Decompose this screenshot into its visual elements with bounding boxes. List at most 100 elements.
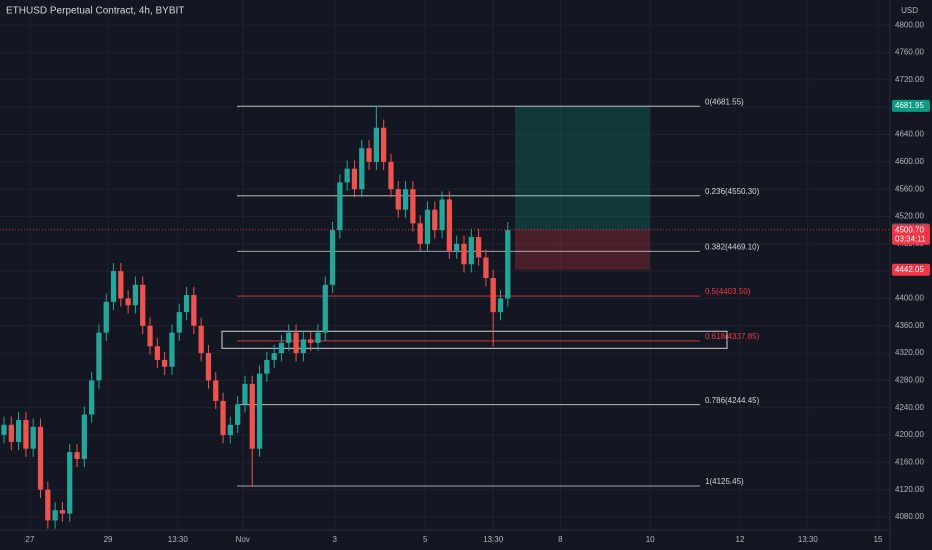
- candle-body: [176, 312, 182, 333]
- price-tag: [892, 99, 930, 112]
- candle-body: [249, 383, 255, 449]
- candle-body: [454, 243, 460, 251]
- x-tick-label: Nov: [236, 535, 250, 544]
- y-tick-label: 4520.00: [895, 212, 924, 221]
- x-tick-label: 29: [104, 535, 113, 544]
- candle-body: [439, 199, 445, 231]
- candle-body: [110, 271, 117, 302]
- candle-body: [490, 277, 496, 313]
- y-tick-label: 4080.00: [895, 512, 924, 521]
- candle-body: [96, 332, 102, 381]
- x-tick-label: 8: [558, 535, 563, 544]
- candle-body: [402, 189, 409, 210]
- y-tick-label: 4800.00: [895, 20, 924, 29]
- fib-label: 0(4681.55): [705, 97, 744, 106]
- candle-body: [227, 424, 233, 436]
- position-profit: [515, 105, 650, 230]
- candle-body: [74, 452, 80, 459]
- candle-body: [264, 359, 270, 374]
- candle-body: [242, 383, 248, 405]
- zone: [221, 330, 728, 349]
- y-tick-label: 4640.00: [895, 130, 924, 139]
- x-tick-label: 13:30: [483, 535, 504, 544]
- candle-body: [381, 127, 387, 162]
- position-loss: [515, 229, 650, 270]
- fib-label: 1(4125.45): [705, 477, 744, 486]
- candle-body: [315, 332, 321, 343]
- candle-body: [213, 380, 219, 401]
- candle-body: [37, 426, 44, 490]
- candle-body: [132, 284, 139, 306]
- candle-body: [220, 400, 226, 436]
- candle-body: [410, 189, 416, 224]
- price-tag: [892, 263, 930, 276]
- candle-body: [300, 339, 306, 354]
- x-tick-label: 27: [26, 535, 35, 544]
- candle-body: [475, 236, 482, 258]
- currency: USD: [901, 6, 918, 15]
- candle-body: [388, 161, 394, 190]
- candle-body: [497, 298, 504, 313]
- candle-body: [278, 342, 285, 354]
- candle-body: [468, 236, 474, 265]
- y-tick-label: 4400.00: [895, 294, 924, 303]
- y-tick-label: 4560.00: [895, 184, 924, 193]
- candle-body: [140, 284, 146, 326]
- chart-title: ETHUSD Perpetual Contract, 4h, BYBIT: [6, 6, 184, 17]
- candle-body: [461, 243, 467, 265]
- x-tick-label: 3: [333, 535, 338, 544]
- candle-body: [271, 353, 277, 360]
- y-tick-label: 4120.00: [895, 485, 924, 494]
- candle-body: [366, 148, 372, 162]
- candle-body: [118, 271, 124, 299]
- candle-body: [125, 298, 131, 306]
- y-tick-label: 4280.00: [895, 376, 924, 385]
- last-price-label: 4500.70: [895, 225, 924, 234]
- candle-body: [23, 420, 29, 449]
- candle-body: [432, 209, 438, 231]
- x-tick-label: 10: [646, 535, 655, 544]
- candle-body: [351, 168, 358, 190]
- last-price-tag: [892, 224, 930, 245]
- candle-body: [395, 189, 401, 210]
- candle-body: [337, 182, 343, 231]
- candle-body: [45, 489, 51, 521]
- candle-body: [424, 209, 431, 244]
- candle-body: [8, 424, 14, 442]
- grid: [0, 0, 890, 530]
- y-tick-label: 4160.00: [895, 457, 924, 466]
- candle-body: [1, 424, 7, 436]
- candle-body: [191, 295, 197, 326]
- candle-body: [359, 148, 365, 190]
- x-tick-label: 13:30: [168, 535, 189, 544]
- candle-body: [322, 284, 328, 333]
- candle-body: [59, 510, 66, 514]
- candle-body: [446, 199, 453, 251]
- candle-body: [417, 223, 423, 244]
- y-tick-label: 4240.00: [895, 403, 924, 412]
- y-tick-label: 4760.00: [895, 48, 924, 57]
- candle-body: [30, 426, 36, 449]
- candle-body: [483, 257, 489, 278]
- x-tick-label: 5: [423, 535, 428, 544]
- candle-body: [198, 325, 204, 354]
- countdown: 03:34:11: [895, 234, 926, 243]
- candle-body: [293, 332, 299, 354]
- x-tick-label: 13:30: [798, 535, 819, 544]
- candle-body: [329, 230, 336, 285]
- price-tag-label: 4442.05: [895, 265, 924, 274]
- y-tick-label: 4360.00: [895, 321, 924, 330]
- candle-body: [235, 404, 241, 425]
- y-tick-label: 4600.00: [895, 157, 924, 166]
- fib-label: 0.786(4244.45): [705, 396, 760, 405]
- candle-body: [505, 230, 511, 299]
- candle-body: [169, 332, 175, 367]
- candle-body: [344, 168, 350, 183]
- candle-body: [147, 325, 153, 347]
- candle-body: [308, 339, 314, 343]
- candle-body: [52, 510, 58, 521]
- price-tag-label: 4681.95: [895, 101, 924, 110]
- fib-label: 0.382(4469.10): [705, 242, 760, 251]
- candle-body: [373, 127, 379, 162]
- y-tick-label: 4200.00: [895, 430, 924, 439]
